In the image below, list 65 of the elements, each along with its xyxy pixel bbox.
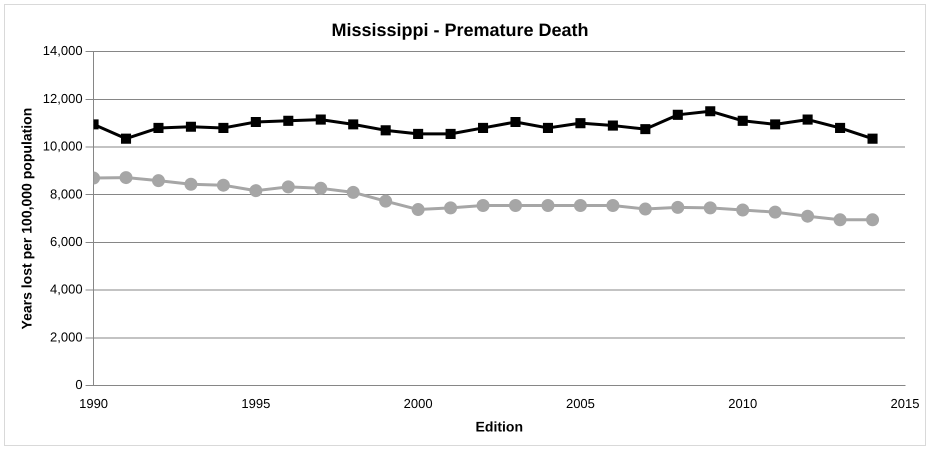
- point: [606, 198, 620, 212]
- point: [152, 174, 165, 188]
- point: [446, 128, 456, 139]
- point: [186, 122, 196, 132]
- y-tick-label: 8,000: [50, 186, 83, 202]
- y-tick-label: 14,000: [42, 43, 83, 58]
- point: [638, 202, 652, 216]
- point: [250, 116, 261, 128]
- point: [738, 116, 748, 126]
- point: [120, 134, 132, 144]
- point: [218, 122, 228, 133]
- y-tick-label: 6,000: [50, 234, 83, 250]
- point: [412, 203, 425, 216]
- point: [542, 122, 554, 133]
- point: [478, 122, 488, 133]
- point: [413, 128, 424, 139]
- point: [868, 134, 878, 144]
- point: [705, 106, 716, 116]
- point: [802, 114, 813, 125]
- x-tick-label: 1995: [241, 396, 270, 411]
- point: [348, 119, 358, 130]
- y-tick-label: 4,000: [50, 282, 83, 297]
- point: [216, 178, 230, 192]
- point: [575, 118, 586, 128]
- x-tick-label: 2005: [566, 396, 595, 411]
- y-tick-label: 2,000: [50, 329, 83, 344]
- point: [834, 213, 847, 226]
- x-tick-label: 2000: [404, 396, 433, 411]
- y-tick-label: 10,000: [42, 138, 83, 154]
- x-tick-label: 2015: [890, 396, 920, 411]
- point: [476, 198, 490, 212]
- point: [282, 180, 295, 194]
- point: [672, 110, 683, 120]
- point: [736, 204, 750, 217]
- point: [379, 194, 392, 208]
- chart-title: Mississippi - Premature Death: [331, 20, 589, 40]
- point: [866, 213, 880, 226]
- point: [541, 198, 554, 212]
- point: [120, 171, 133, 184]
- point: [510, 116, 521, 128]
- point: [380, 125, 391, 136]
- point: [316, 114, 326, 125]
- point: [671, 200, 684, 214]
- point: [801, 210, 814, 223]
- point: [770, 119, 780, 130]
- y-tick-label: 0: [75, 377, 83, 392]
- point: [153, 122, 164, 133]
- point: [314, 182, 328, 195]
- y-tick-label: 12,000: [42, 90, 83, 106]
- point: [640, 124, 650, 134]
- point: [249, 184, 262, 198]
- point: [835, 122, 846, 133]
- point: [509, 198, 522, 212]
- x-axis-title: Edition: [476, 418, 523, 434]
- x-tick-label: 1990: [79, 396, 108, 411]
- point: [704, 201, 717, 214]
- x-tick-label: 2010: [728, 396, 758, 411]
- point: [608, 120, 618, 131]
- point: [283, 116, 294, 126]
- y-axis-title: Years lost per 100,000 population: [18, 108, 34, 330]
- point: [768, 206, 782, 219]
- point: [346, 186, 360, 199]
- point: [184, 178, 198, 191]
- point: [444, 201, 458, 214]
- point: [574, 198, 587, 212]
